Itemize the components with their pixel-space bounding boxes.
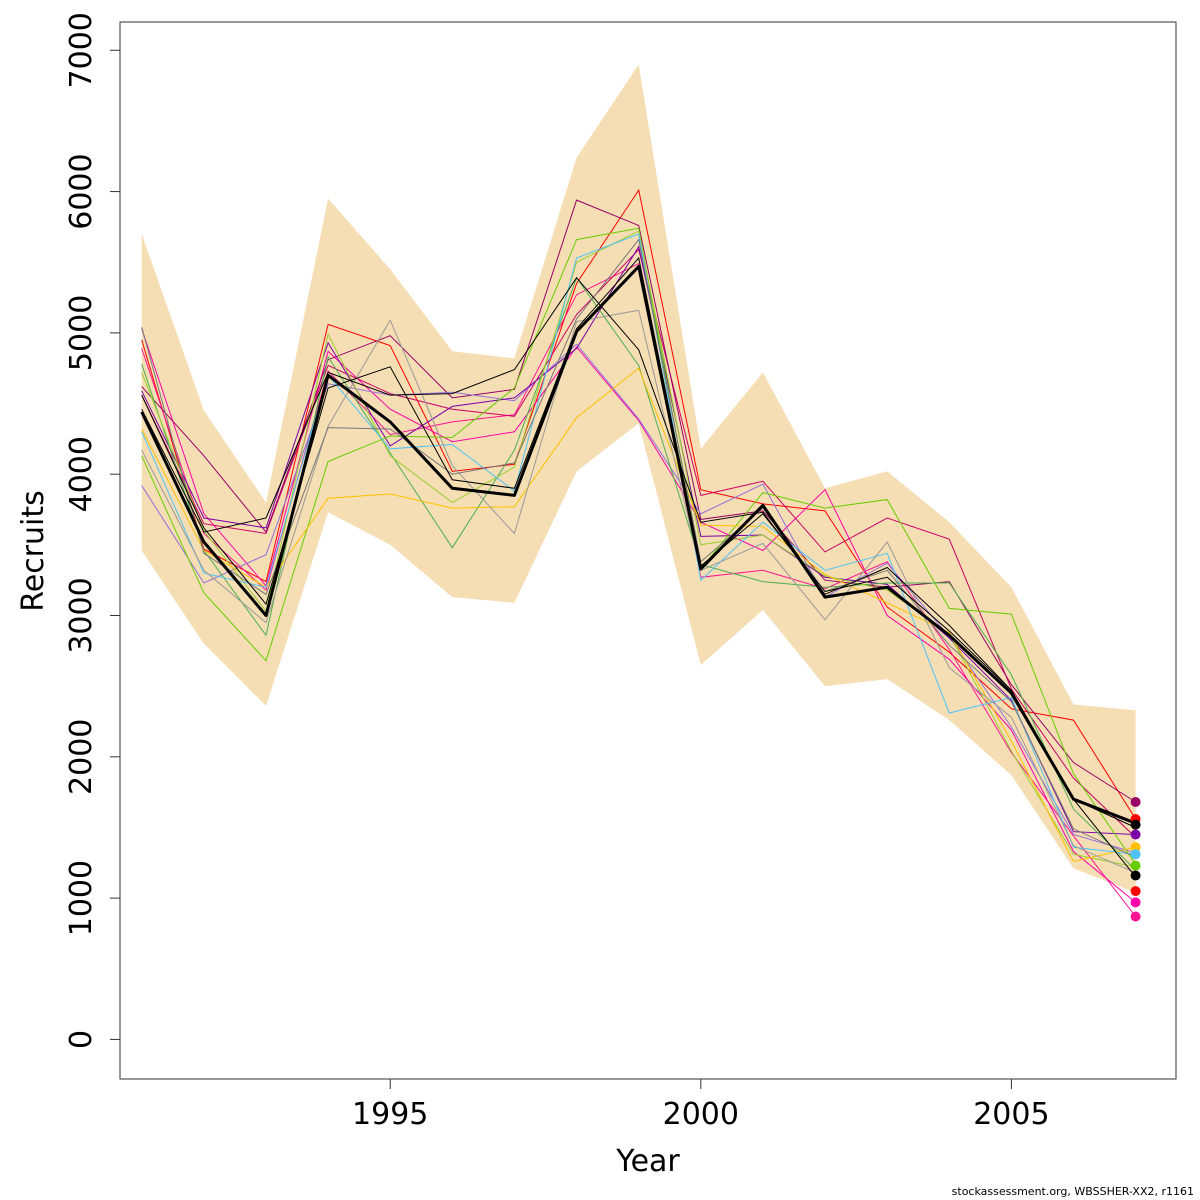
series-line-3 [141, 328, 1136, 903]
series-lines [141, 188, 1137, 917]
end-point-8 [1130, 870, 1141, 881]
series-line-1 [141, 188, 1137, 820]
y-tick-label-4: 3000 [64, 577, 99, 653]
credit-text: stockassessment.org, WBSSHER-XX2, r1161 [952, 1185, 1194, 1198]
y-tick-label-2: 1000 [64, 860, 99, 936]
confidence-band-area [141, 64, 1136, 893]
series-line-6 [141, 343, 1136, 854]
y-tick-label-7: 6000 [64, 153, 99, 229]
main-estimate-line [140, 265, 1137, 825]
end-point-7 [1130, 860, 1141, 871]
series-line-5 [141, 199, 1136, 803]
y-axis-title: Recruits [16, 490, 51, 612]
series-line-7 [141, 245, 1136, 835]
x-tick-label-3: 2005 [973, 1097, 1049, 1132]
main-series-line [140, 265, 1137, 825]
x-axis-title: Year [615, 1144, 680, 1179]
end-point-6 [1130, 849, 1141, 860]
end-point-10 [1130, 897, 1141, 908]
y-tick-label-3: 2000 [64, 719, 99, 795]
x-axis: 1995 2000 2005 [141, 1078, 1136, 1132]
end-point-1 [1130, 797, 1141, 807]
y-tick-label-8: 7000 [64, 12, 99, 88]
y-tick-label-5: 4000 [64, 436, 99, 512]
y-tick-label-1: 0 [64, 1030, 99, 1049]
series-line-13 [141, 309, 1136, 874]
series-line-14 [141, 238, 1136, 858]
series-line-12 [141, 233, 1136, 855]
end-point-5 [1130, 842, 1141, 853]
end-point-4 [1130, 829, 1141, 840]
x-tick-label-1: 1995 [352, 1097, 428, 1132]
end-point-3 [1130, 819, 1141, 830]
end-point-11 [1130, 911, 1141, 922]
y-axis: 0 1000 2000 3000 4000 5000 6000 7000 [64, 12, 121, 1049]
end-points [1130, 797, 1141, 922]
confidence-band [141, 64, 1136, 893]
x-tick-label-2: 2000 [663, 1097, 739, 1132]
end-point-9 [1130, 886, 1141, 897]
series-line-10 [141, 230, 1136, 868]
y-tick-label-6: 5000 [64, 295, 99, 371]
series-line-15 [141, 276, 1136, 878]
series-line-11 [141, 367, 1136, 862]
